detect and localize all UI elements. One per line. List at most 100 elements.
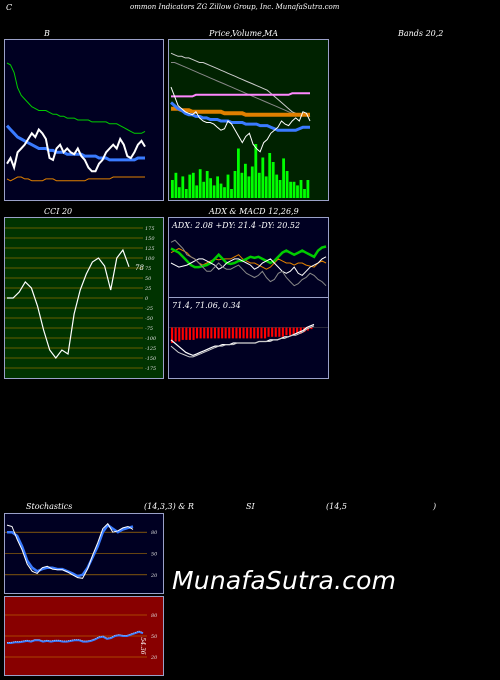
ma-line-long-1	[170, 52, 311, 117]
ma-line-long-2	[171, 62, 311, 117]
macd-histogram-bar	[213, 327, 216, 339]
macd-histogram-bar	[246, 327, 249, 339]
volume-bar	[282, 158, 285, 198]
stoch-chart: 80 50 20	[5, 522, 158, 579]
macd-chart	[169, 323, 328, 358]
volume-bar	[257, 172, 261, 198]
cci-panel: 175 150 125 100 75 50 25 0 -25 -50 -75 -100 -125 -150…	[4, 217, 164, 379]
volume-bar	[191, 172, 195, 198]
macd-histogram-bar	[296, 327, 299, 334]
stoch-params: (14,3,3) & R	[144, 502, 194, 511]
macd-histogram-bar	[206, 327, 209, 339]
stoch-tick-label: 20	[150, 573, 158, 579]
cci-tick-label: 50	[145, 276, 152, 282]
rsi-params: (14,5	[326, 502, 347, 511]
volume-bar	[296, 185, 299, 198]
volume-bar	[275, 174, 279, 198]
volume-bar	[230, 189, 233, 198]
rsi-close: )	[433, 502, 437, 511]
bands-lower-line	[6, 176, 145, 182]
volume-bar	[212, 185, 216, 198]
stoch-k-line	[7, 523, 134, 578]
cci-tick-label: -50	[145, 316, 154, 322]
volume-bar	[219, 183, 223, 198]
volume-bar	[254, 144, 258, 198]
macd-histogram-bar	[171, 327, 174, 343]
price-panel	[168, 39, 329, 201]
macd-histogram-bar	[271, 327, 274, 337]
volume-bar	[244, 163, 247, 198]
macd-histogram-bar	[310, 327, 313, 330]
macd-histogram-bar	[192, 327, 195, 340]
volume-bar	[181, 176, 185, 198]
macd-histogram-bar	[260, 327, 263, 339]
volume-bar	[188, 174, 192, 198]
rsi-tick-label: 80	[151, 613, 158, 619]
adx-values: ADX: 2.08 +DY: 21.4 -DY: 20.52	[172, 221, 301, 230]
macd-histogram-bar	[217, 327, 220, 339]
volume-bar	[285, 171, 289, 198]
page-title: ommon Indicators ZG Zillow Group, Inc. M…	[130, 3, 340, 11]
macd-histogram-bar	[203, 327, 206, 339]
adx-grey-line	[170, 239, 327, 287]
ma-line-blue	[170, 101, 310, 132]
price-label-b: Volume,	[232, 29, 265, 38]
macd-histogram-bar	[178, 327, 181, 342]
header-left-letter: C	[6, 3, 13, 12]
volume-bar	[240, 172, 244, 198]
volume-bar	[261, 157, 265, 198]
bollinger-panel	[4, 39, 164, 201]
bands-middle-line	[5, 124, 145, 162]
macd-histogram-bar	[199, 327, 202, 339]
volume-bar	[289, 181, 292, 198]
macd-histogram-bar	[231, 327, 234, 339]
stoch-panel: 80 50 20	[4, 513, 164, 594]
volume-bar	[171, 180, 174, 198]
bands-label: Bands 20,2	[398, 29, 444, 38]
bands-price-line	[6, 127, 146, 173]
volume-bar	[237, 148, 240, 198]
volume-bar	[233, 171, 237, 198]
macd-histogram-bar	[185, 327, 188, 340]
macd-histogram-bar	[224, 327, 227, 339]
macd-histogram-bar	[256, 327, 259, 339]
volume-bar	[184, 189, 188, 198]
cci-tick-label: -75	[145, 326, 153, 332]
macd-histogram-bar	[174, 327, 177, 342]
rsi-tick-label: 50	[151, 634, 158, 640]
cci-tick-label: 175	[145, 226, 155, 232]
price-label-a: Price,	[209, 29, 233, 38]
rsi-line	[7, 630, 144, 644]
volume-bar	[209, 178, 212, 198]
macd-values: 71.4, 71.06, 0.34	[172, 301, 241, 310]
adx-minus-di-line	[170, 245, 327, 269]
adx-chart	[170, 239, 327, 287]
si-label: SI	[246, 502, 255, 511]
macd-histogram-bar	[289, 327, 292, 336]
ma-line-orange	[171, 106, 310, 117]
cci-tick-label: 0	[145, 296, 149, 302]
cci-tick-label: 150	[145, 236, 155, 242]
volume-bar	[292, 181, 296, 198]
volume-bar	[174, 172, 178, 198]
cci-tick-label: -25	[145, 306, 153, 312]
macd-histogram-bar	[196, 327, 199, 339]
macd-histogram-bar	[267, 327, 270, 337]
macd-panel: 71.4, 71.06, 0.34	[168, 297, 329, 379]
price-label-c: MA	[264, 29, 278, 38]
volume-bar	[247, 176, 251, 198]
ma-line-pink	[171, 92, 310, 98]
cci-tick-label: 75	[145, 266, 151, 272]
cci-tick-label: -150	[145, 356, 157, 362]
volume-bar	[250, 166, 254, 198]
bands-label-b: B	[44, 29, 50, 38]
volume-bar	[195, 185, 199, 198]
macd-histogram-bar	[274, 327, 277, 337]
stoch-tick-label: 50	[151, 552, 158, 558]
volume-bar	[306, 180, 310, 198]
adx-line	[170, 256, 327, 277]
macd-histogram-bar	[264, 327, 267, 339]
cci-tick-label: 25	[144, 286, 151, 292]
macd-histogram-bar	[181, 327, 184, 340]
stoch-tick-label: 80	[151, 530, 158, 536]
